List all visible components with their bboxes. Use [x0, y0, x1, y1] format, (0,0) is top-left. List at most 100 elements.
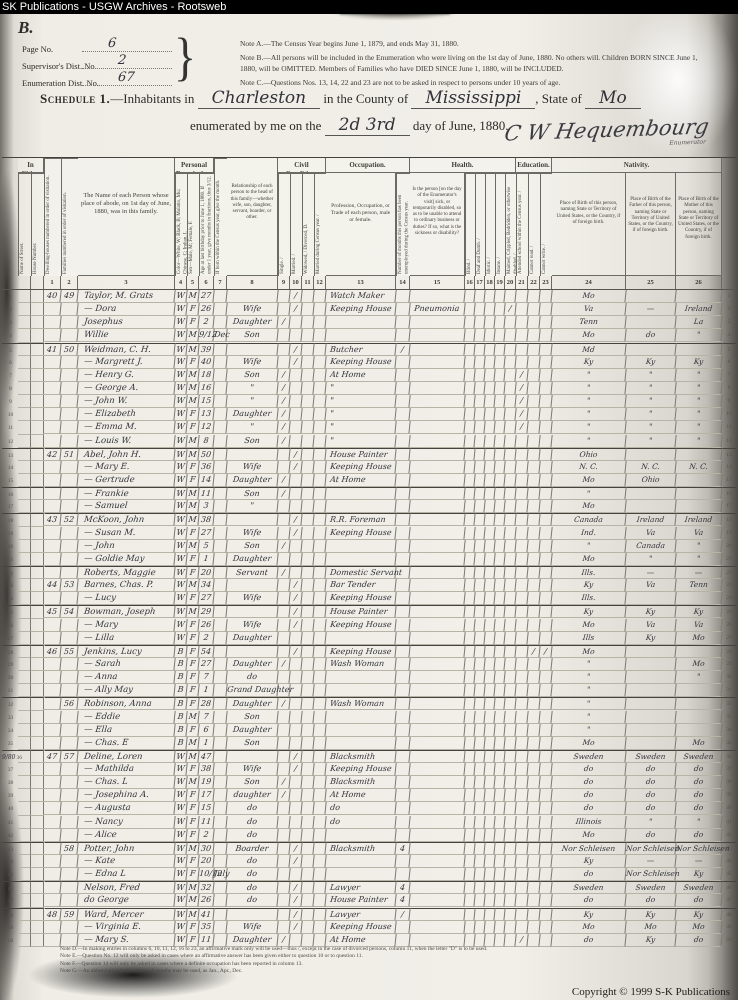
- cell-occupation: [325, 868, 397, 882]
- cell-house-number: [31, 684, 44, 698]
- cell-place-of-birth-mother: Ky: [675, 355, 723, 369]
- cell-sickness: [409, 421, 466, 435]
- cell-months-unemployed: [395, 539, 411, 553]
- cell-age: 47: [198, 749, 215, 764]
- cell-dwelling-number: [43, 657, 62, 672]
- cell-relationship: Son: [226, 776, 279, 790]
- cell-name: — Frankie: [77, 487, 176, 501]
- census-row: 40 — Augusta W F 15 do do: [2, 802, 736, 816]
- cell-place-of-birth-mother: ": [675, 552, 723, 566]
- cell-months-unemployed: [395, 868, 411, 882]
- cell-dwelling-number: [43, 828, 62, 842]
- census-row: 20 — John W M 5 Son / ": [2, 539, 736, 553]
- cell-occupation: Keeping House: [325, 763, 397, 777]
- line-number: 34: [7, 727, 14, 734]
- cell-name: — Mary: [77, 618, 176, 632]
- form-footnotes: Note D.—In making entries in columns 6, …: [60, 946, 680, 976]
- cell-house-number: [31, 368, 44, 382]
- cell-house-number: [31, 710, 44, 724]
- column-number: 21: [516, 276, 528, 289]
- line-number: 44: [7, 859, 14, 866]
- cell-dwelling-number: 40: [43, 290, 62, 304]
- census-row: 47 do George W M 26 do / House Painter 4: [2, 894, 736, 908]
- line-number-left: 50: [2, 934, 18, 947]
- cell-place-of-birth: Mo: [551, 618, 627, 632]
- cell-house-number: [31, 539, 44, 553]
- census-row: 39 — Josephina A. W F 17 daughter / At H…: [2, 789, 736, 803]
- cell-occupation: Keeping House: [325, 303, 397, 317]
- cell-street: [18, 684, 31, 698]
- cell-house-number: [31, 381, 44, 396]
- cell-family-number: [60, 723, 79, 737]
- cell-name: — Edna L: [77, 868, 176, 882]
- cell-street: [18, 841, 31, 856]
- county-label: in the County of: [323, 91, 409, 106]
- cell-name: — Mathilda: [77, 763, 176, 777]
- supervisor-dist-value: 2: [117, 53, 128, 68]
- cell-place-of-birth-father: [625, 592, 677, 606]
- cell-house-number: [31, 749, 44, 764]
- cell-street: [18, 421, 31, 435]
- cell-sickness: [409, 802, 466, 816]
- cell-place-of-birth-mother: Ky: [675, 868, 723, 882]
- line-number-left: 13: [2, 447, 18, 461]
- line-number-right: 8: [727, 384, 731, 391]
- census-row: 26 — Mary W F 26 Wife / Keeping House: [2, 618, 736, 632]
- cell-family-number: [60, 881, 79, 895]
- cell-months-unemployed: [395, 487, 411, 501]
- cell-house-number: [31, 671, 44, 685]
- cell-age: 6: [198, 723, 215, 737]
- cell-name: — Chas. E: [77, 736, 176, 750]
- cell-place-of-birth-father: N. C.: [625, 460, 677, 474]
- cell-sickness: [409, 473, 466, 488]
- cell-sickness: [409, 408, 466, 422]
- cell-months-unemployed: [395, 671, 411, 685]
- cell-street: [18, 907, 31, 921]
- line-number-left: 27: [2, 632, 18, 645]
- line-number-right: 26: [726, 621, 732, 628]
- cell-sickness: [409, 368, 466, 382]
- line-number-right: 46: [722, 881, 736, 894]
- cell-age: 35: [198, 920, 215, 934]
- line-number-right: 7: [727, 371, 731, 378]
- header-gutter-right: [722, 158, 736, 276]
- col-place-of-birth: Place of Birth of this person, naming St…: [552, 173, 626, 276]
- cell-street: [18, 671, 31, 685]
- cell-place-of-birth-father: Va: [625, 618, 677, 632]
- cell-dwelling-number: [43, 487, 62, 501]
- cell-months-unemployed: [395, 776, 411, 790]
- cell-family-number: [60, 539, 79, 553]
- cell-place-of-birth-father: Ireland: [625, 513, 677, 527]
- census-row: 31 — Ally May B F 1 Grand Daughter: [2, 684, 736, 698]
- cell-dwelling-number: [43, 539, 62, 553]
- cell-occupation: Watch Maker: [325, 290, 397, 304]
- cell-relationship: Son: [226, 434, 279, 448]
- cell-street: [18, 303, 31, 317]
- line-number-left: 28: [2, 644, 18, 658]
- cell-occupation: At Home: [325, 368, 397, 382]
- cell-street: [18, 473, 31, 488]
- column-number: [31, 276, 44, 289]
- census-row: 22 Roberts, Maggie W F 20 Servant / Dome…: [2, 565, 736, 580]
- line-number: 17: [7, 504, 14, 511]
- cell-name: Roberts, Maggie: [77, 565, 176, 580]
- cell-street: [18, 447, 31, 461]
- group-occupation: Occupation.: [326, 158, 410, 173]
- cell-family-number: [60, 657, 79, 672]
- cell-relationship: [226, 644, 279, 658]
- cell-place-of-birth-father: [625, 447, 677, 461]
- cell-occupation: ": [325, 434, 397, 448]
- line-number: 37: [7, 767, 14, 774]
- cell-place-of-birth-father: —: [625, 855, 677, 869]
- line-number-right: 45: [726, 871, 732, 878]
- cell-place-of-birth-mother: La: [675, 316, 723, 330]
- line-number-right: 3: [727, 319, 731, 326]
- cell-relationship: Son: [226, 736, 279, 750]
- cell-place-of-birth-mother: Mo: [675, 631, 723, 645]
- cell-dwelling-number: [43, 329, 62, 343]
- cell-house-number: [31, 855, 44, 869]
- line-number: 46: [7, 886, 14, 893]
- column-number: 7: [214, 276, 227, 289]
- cell-house-number: [31, 592, 44, 606]
- line-number: 45: [7, 872, 14, 879]
